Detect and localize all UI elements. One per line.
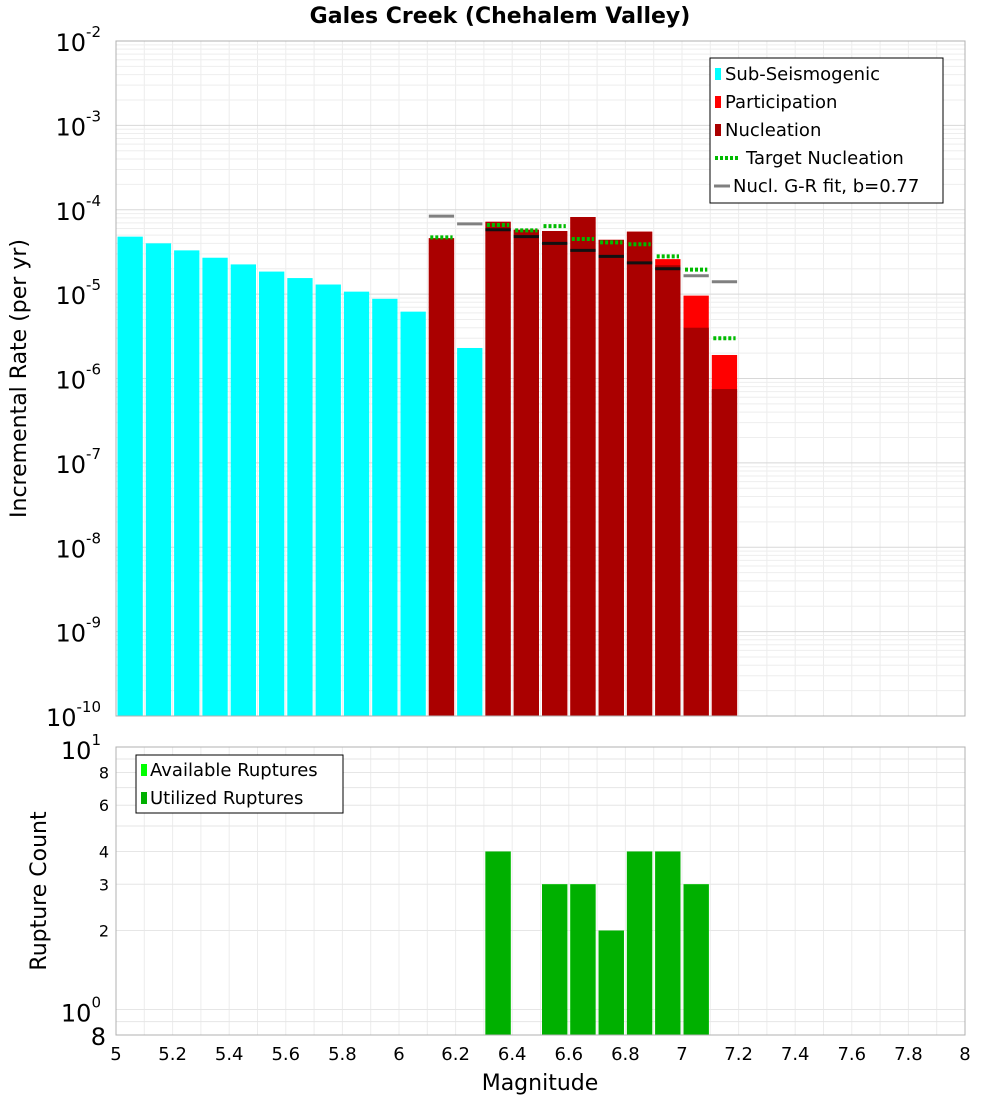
top-legend: Sub-Seismogenic Participation Nucleation Ta… <box>709 57 944 204</box>
x-tick-label: 5.8 <box>328 1044 357 1065</box>
x-tick-label: 5.4 <box>215 1044 244 1065</box>
x-tick-label: 6.6 <box>554 1044 583 1065</box>
utilized-ruptures-bar <box>542 884 568 1035</box>
bottom-y-major-tick-label: 100 <box>61 994 101 1028</box>
x-tick-label: 6.4 <box>498 1044 527 1065</box>
top-plot-frame <box>115 40 966 717</box>
bottom-y-minor-tick-label: 2 <box>99 922 109 941</box>
sub-seismogenic-bar <box>372 298 398 716</box>
sub-seismogenic-bar <box>117 236 143 716</box>
x-tick-label: 5.6 <box>271 1044 300 1065</box>
bottom-y-minor-tick-label: 8 <box>99 763 109 782</box>
top-y-tick-label: 10-3 <box>55 107 101 141</box>
top-y-tick-label: 10-7 <box>55 445 101 479</box>
x-tick-label: 7 <box>676 1044 687 1065</box>
x-tick-label: 5.2 <box>158 1044 187 1065</box>
bottom-y-major-tick-label: 101 <box>61 731 101 765</box>
x-tick-label: 7.6 <box>837 1044 866 1065</box>
x-tick-label: 6.8 <box>611 1044 640 1065</box>
nucleation-bar <box>711 389 738 716</box>
sub-seismogenic-bar <box>174 250 200 717</box>
bottom-y-minor-tick-label: 6 <box>99 796 109 815</box>
nucleation-bar <box>513 229 539 717</box>
legend-label: Nucl. G-R fit, b=0.77 <box>733 176 919 197</box>
chart-title: Gales Creek (Chehalem Valley) <box>310 4 691 29</box>
bottom-y-minor-tick-label: 8 <box>91 1023 106 1051</box>
sub-seismogenic-bar <box>315 284 341 716</box>
bottom-y-axis-label: Rupture Count <box>27 811 52 971</box>
sub-seismogenic-bar <box>343 291 370 716</box>
utilized-ruptures-bar <box>598 930 624 1035</box>
top-y-tick-label: 10-4 <box>55 192 101 226</box>
x-tick-label: 6 <box>393 1044 404 1065</box>
sub-seismogenic-bar <box>230 264 256 716</box>
bottom-y-minor-tick-label: 4 <box>99 842 109 861</box>
utilized-ruptures-bar <box>570 884 596 1035</box>
sub-seismogenic-bar <box>287 278 313 716</box>
legend-swatch <box>715 124 721 136</box>
legend-swatch <box>141 764 147 776</box>
legend-label: Participation <box>725 92 837 113</box>
bottom-legend-box <box>135 754 344 814</box>
x-tick-label: 5 <box>110 1044 121 1065</box>
x-tick-label: 7.4 <box>781 1044 810 1065</box>
legend-swatch <box>715 96 721 108</box>
utilized-ruptures-bar <box>626 851 653 1035</box>
x-tick-label: 7.2 <box>724 1044 753 1065</box>
legend-swatch <box>715 68 721 80</box>
legend-swatch <box>141 792 147 804</box>
nucleation-bar <box>428 238 455 716</box>
bottom-y-minor-tick-label: 3 <box>99 875 109 894</box>
sub-seismogenic-bar <box>259 271 285 716</box>
x-axis-label: Magnitude <box>482 1071 599 1096</box>
nucleation-bar <box>570 217 596 716</box>
sub-seismogenic-bar <box>400 311 426 716</box>
utilized-ruptures-bar <box>655 851 681 1035</box>
top-legend-box <box>709 57 944 204</box>
legend-label: Utilized Ruptures <box>150 788 303 809</box>
top-y-tick-label: 10-10 <box>46 698 101 732</box>
nucleation-bar <box>655 265 681 716</box>
nucleation-bar <box>598 239 624 716</box>
sub-seismogenic-bar <box>145 243 172 717</box>
bottom-plot-frame <box>115 746 966 1036</box>
bottom-legend: Available Ruptures Utilized Ruptures <box>135 754 344 814</box>
top-y-tick-label: 10-9 <box>55 614 101 648</box>
nucleation-bar <box>542 230 568 716</box>
top-y-axis-label: Incremental Rate (per yr) <box>7 239 32 518</box>
nucleation-bar <box>683 327 709 716</box>
utilized-ruptures-bar <box>683 884 709 1035</box>
legend-label: Sub-Seismogenic <box>725 64 880 85</box>
utilized-ruptures-bar <box>485 851 511 1035</box>
top-y-tick-label: 10-8 <box>55 529 101 563</box>
x-tick-label: 8 <box>959 1044 970 1065</box>
top-y-tick-label: 10-6 <box>55 361 101 395</box>
x-tick-label: 6.2 <box>441 1044 470 1065</box>
nucleation-bar <box>626 231 653 716</box>
legend-label: Available Ruptures <box>150 760 318 781</box>
bottom-plot-area <box>115 746 966 1036</box>
top-y-tick-label: 10-5 <box>55 276 101 310</box>
x-tick-label: 7.8 <box>894 1044 923 1065</box>
legend-label: Target Nucleation <box>745 148 904 169</box>
top-y-tick-label: 10-2 <box>55 23 101 57</box>
nucleation-bar <box>485 221 511 716</box>
sub-seismogenic-bar <box>202 257 228 716</box>
sub-seismogenic-bar <box>457 347 483 716</box>
legend-label: Nucleation <box>725 120 821 141</box>
